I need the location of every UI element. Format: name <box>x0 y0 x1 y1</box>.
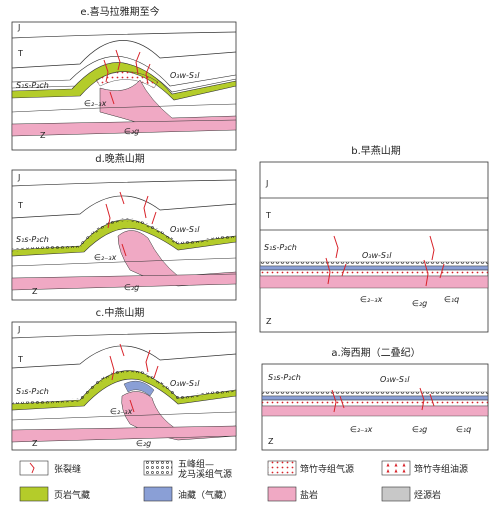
panel-c-t-boundary <box>11 345 237 369</box>
panel-b-label-t: T <box>265 211 271 220</box>
panel-e-label-z: Z <box>40 131 46 140</box>
panel-d: d.晚燕山期 J T S₁s-P₂ch O₃w-S₁l ∈₂₋₃x ∈₂g Z <box>11 153 237 301</box>
legend-shale-gas-label: 页岩气藏 <box>54 489 90 501</box>
panel-c-dots-band <box>11 369 237 406</box>
panel-d-salt-layer <box>11 273 237 291</box>
panel-e-source-arch <box>95 71 159 89</box>
panel-c: c.中燕山期 J T S₁s-P₂ch O₃w-S₁l ∈₂₋₃x ∈₂g Z <box>11 306 237 451</box>
panel-e-fractures <box>103 49 151 105</box>
panel-a-label-e1q: ∈₁q <box>456 425 471 434</box>
panel-d-label-e2g: ∈₂g <box>124 283 139 292</box>
panel-a-label-z: Z <box>268 437 274 446</box>
legend: 张裂缝 五峰组— 龙马溪组气源 筇竹寺组气源 筇竹寺组油源 页岩气藏 油藏（气藏… <box>19 458 468 502</box>
panel-d-label-j: J <box>17 173 20 182</box>
panel-a-oil-band <box>261 395 489 401</box>
panel-a-source-band <box>261 399 489 407</box>
panel-b-fractures <box>325 235 445 287</box>
panel-e-o3-boundary <box>11 103 237 113</box>
panel-b-title: b.早燕山期 <box>351 145 401 157</box>
panel-d-label-s1: S₁s-P₂ch <box>16 235 49 244</box>
panel-c-j-boundary <box>11 331 237 339</box>
panel-d-o3-boundary <box>11 257 237 267</box>
legend-wufeng-line2: 龙马溪组气源 <box>178 468 232 480</box>
panel-b-salt-band <box>259 275 489 289</box>
panel-c-fractures <box>109 343 159 413</box>
panel-e-label-o3: O₃w-S₁l <box>170 71 200 80</box>
panel-b-label-e1q: ∈₁q <box>444 295 459 304</box>
legend-oil-gas-label: 油藏（气藏） <box>178 489 232 501</box>
panel-e-label-s1: S₁s-P₂ch <box>16 81 49 90</box>
panel-b-label-o3: O₃w-S₁l <box>362 251 392 260</box>
panel-c-o3-boundary <box>11 411 237 421</box>
panel-e-label-j: J <box>17 23 20 32</box>
panel-d-label-z: Z <box>32 287 38 296</box>
panel-e: e.喜马拉雅期至今 J T S₁s-P₂ch O₃w-S₁l ∈₂₋₃x ∈₂g… <box>11 5 237 151</box>
panel-d-dots-band <box>11 218 237 252</box>
panel-d-j-boundary <box>11 179 237 187</box>
legend-shale-gas-swatch <box>19 486 49 502</box>
panel-e-t-boundary <box>11 40 237 69</box>
panel-b: b.早燕山期 J T S₁s-P₂ch O₃w-S₁l ∈₂₋₃x ∈₂g ∈₁… <box>259 145 489 333</box>
panel-e-label-t: T <box>17 49 23 58</box>
panel-e-salt-layer <box>11 119 237 137</box>
panel-b-source-band <box>259 269 489 277</box>
panel-c-label-j: J <box>17 325 20 334</box>
panel-d-label-t: T <box>17 201 23 210</box>
panel-b-frame <box>259 161 489 333</box>
panel-d-t-boundary <box>11 195 237 219</box>
legend-source-rock-label: 烃源岩 <box>414 489 441 501</box>
legend-salt-swatch <box>267 486 297 502</box>
panel-e-title: e.喜马拉雅期至今 <box>80 5 159 18</box>
legend-qzs-gas-swatch <box>267 460 297 476</box>
legend-fracture-label: 张裂缝 <box>54 463 81 475</box>
panel-c-label-o3: O₃w-S₁l <box>170 379 200 388</box>
legend-wufeng-label: 五峰组— 龙马溪组气源 <box>178 458 232 480</box>
legend-oil-gas-swatch <box>143 486 173 502</box>
panel-c-label-s1: S₁s-P₂ch <box>16 387 49 396</box>
legend-salt-label: 盐岩 <box>300 489 318 501</box>
panel-e-label-e2g: ∈₂g <box>124 127 139 136</box>
panel-b-label-j: J <box>265 179 268 188</box>
panel-c-salt-layer <box>11 425 237 443</box>
panel-a: a.海西期（二叠纪） S₁s-P₂ch O₃w-S₁l ∈₂₋₃x ∈₂g ∈₁… <box>261 346 489 451</box>
panel-d-fractures <box>105 191 157 257</box>
panel-d-title: d.晚燕山期 <box>95 153 145 165</box>
panel-a-fractures <box>331 387 435 413</box>
panel-c-label-t: T <box>17 355 23 364</box>
panel-e-j-boundary <box>11 31 237 39</box>
panel-b-dots-band <box>259 261 489 267</box>
panel-a-label-o3: O₃w-S₁l <box>380 375 410 384</box>
panel-b-label-s1: S₁s-P₂ch <box>264 243 297 252</box>
panel-d-label-o3: O₃w-S₁l <box>170 225 200 234</box>
panel-a-title: a.海西期（二叠纪） <box>331 346 420 359</box>
legend-qzs-oil-swatch <box>381 460 411 476</box>
panel-c-oil-trap <box>123 380 155 397</box>
panel-a-label-e23: ∈₂₋₃x <box>350 425 373 434</box>
panel-c-label-e2g: ∈₂g <box>136 439 151 448</box>
panel-b-label-z: Z <box>266 317 272 326</box>
panel-e-label-e23: ∈₂₋₃x <box>84 99 107 108</box>
panel-a-salt-band <box>261 405 489 417</box>
panel-a-label-s1: S₁s-P₂ch <box>268 373 301 382</box>
legend-qzs-gas-label: 筇竹寺组气源 <box>300 463 354 475</box>
legend-source-rock-swatch <box>381 486 411 502</box>
legend-wufeng-line1: 五峰组— <box>178 458 214 470</box>
panel-b-label-e23: ∈₂₋₃x <box>360 295 383 304</box>
panel-c-label-z: Z <box>32 439 38 448</box>
panel-a-label-e2g: ∈₂g <box>412 425 427 434</box>
panel-c-title: c.中燕山期 <box>96 306 145 319</box>
panel-d-label-e23: ∈₂₋₃x <box>94 253 117 262</box>
panel-a-dots-band <box>261 391 489 397</box>
legend-wufeng-swatch <box>143 460 173 476</box>
legend-fracture-mark <box>29 462 35 474</box>
panel-b-oil-band <box>259 265 489 271</box>
panel-c-label-e23: ∈₂₋₃x <box>110 407 133 416</box>
panel-b-label-e2g: ∈₂g <box>412 299 427 308</box>
legend-qzs-oil-label: 筇竹寺组油源 <box>414 463 468 475</box>
